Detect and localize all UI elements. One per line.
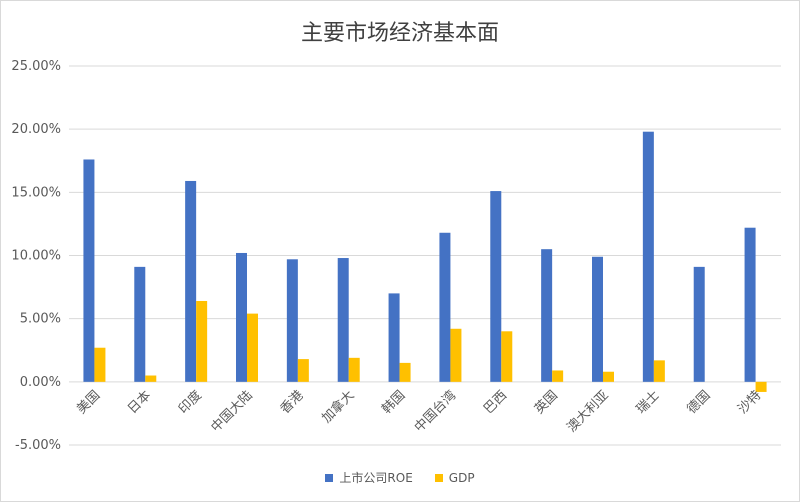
y-tick-label: 5.00% bbox=[20, 312, 61, 327]
bar-roe bbox=[541, 249, 553, 382]
y-tick-label: 15.00% bbox=[11, 185, 61, 200]
x-category-label: 瑞士 bbox=[634, 388, 663, 417]
x-category-label: 美国 bbox=[74, 388, 103, 417]
bar-gdp bbox=[653, 360, 665, 382]
bar-gdp bbox=[145, 375, 157, 382]
x-category-label: 澳大利亚 bbox=[564, 387, 612, 435]
bar-roe bbox=[744, 227, 756, 382]
x-category-label: 香港 bbox=[278, 388, 307, 417]
bar-roe bbox=[642, 131, 654, 382]
legend-swatch-gdp bbox=[434, 473, 443, 482]
x-category-label: 日本 bbox=[125, 388, 154, 417]
legend-label-gdp: GDP bbox=[448, 470, 475, 485]
legend-label-roe: 上市公司ROE bbox=[339, 471, 413, 485]
y-tick-label: -5.00% bbox=[15, 438, 61, 453]
bar-gdp bbox=[450, 328, 462, 382]
bar-roe bbox=[490, 191, 502, 382]
y-tick-label: 0.00% bbox=[20, 375, 61, 390]
x-category-label: 印度 bbox=[175, 387, 205, 417]
bar-gdp bbox=[247, 313, 258, 382]
bar-roe bbox=[134, 266, 146, 382]
legend-item-gdp: GDP bbox=[434, 470, 475, 485]
bar-gdp bbox=[399, 362, 411, 382]
y-tick-label: 20.00% bbox=[11, 122, 61, 137]
bar-roe bbox=[592, 256, 603, 382]
bar-gdp bbox=[501, 331, 513, 382]
x-category-label: 中国大陆 bbox=[208, 387, 256, 435]
legend-item-roe: 上市公司ROE bbox=[325, 469, 413, 486]
bar-gdp bbox=[603, 371, 614, 382]
bar-gdp bbox=[755, 381, 767, 392]
y-tick-label: 10.00% bbox=[11, 249, 61, 264]
x-category-label: 加拿大 bbox=[319, 387, 358, 426]
bar-gdp bbox=[348, 357, 360, 382]
x-category-label: 德国 bbox=[685, 388, 714, 417]
bar-roe bbox=[236, 252, 247, 382]
legend-swatch-roe bbox=[325, 473, 334, 482]
bar-roe bbox=[388, 293, 400, 382]
bar-roe bbox=[286, 259, 298, 382]
x-category-label: 沙特 bbox=[735, 388, 764, 417]
bar-roe bbox=[439, 232, 451, 382]
bar-roe bbox=[83, 159, 95, 382]
x-category-label: 巴西 bbox=[481, 388, 510, 417]
bar-gdp bbox=[196, 300, 208, 382]
x-category-label: 英国 bbox=[532, 388, 561, 417]
x-category-label: 中国台湾 bbox=[411, 387, 459, 435]
y-tick-label: 25.00% bbox=[11, 59, 61, 74]
bar-gdp bbox=[552, 370, 564, 382]
x-category-label: 韩国 bbox=[379, 388, 408, 417]
bar-roe bbox=[337, 258, 349, 382]
bar-roe bbox=[185, 180, 197, 382]
legend: 上市公司ROE GDP bbox=[1, 469, 799, 486]
bar-roe bbox=[693, 266, 705, 382]
bar-gdp bbox=[94, 347, 106, 382]
bar-gdp bbox=[297, 359, 309, 382]
chart-title: 主要市场经济基本面 bbox=[300, 21, 499, 46]
